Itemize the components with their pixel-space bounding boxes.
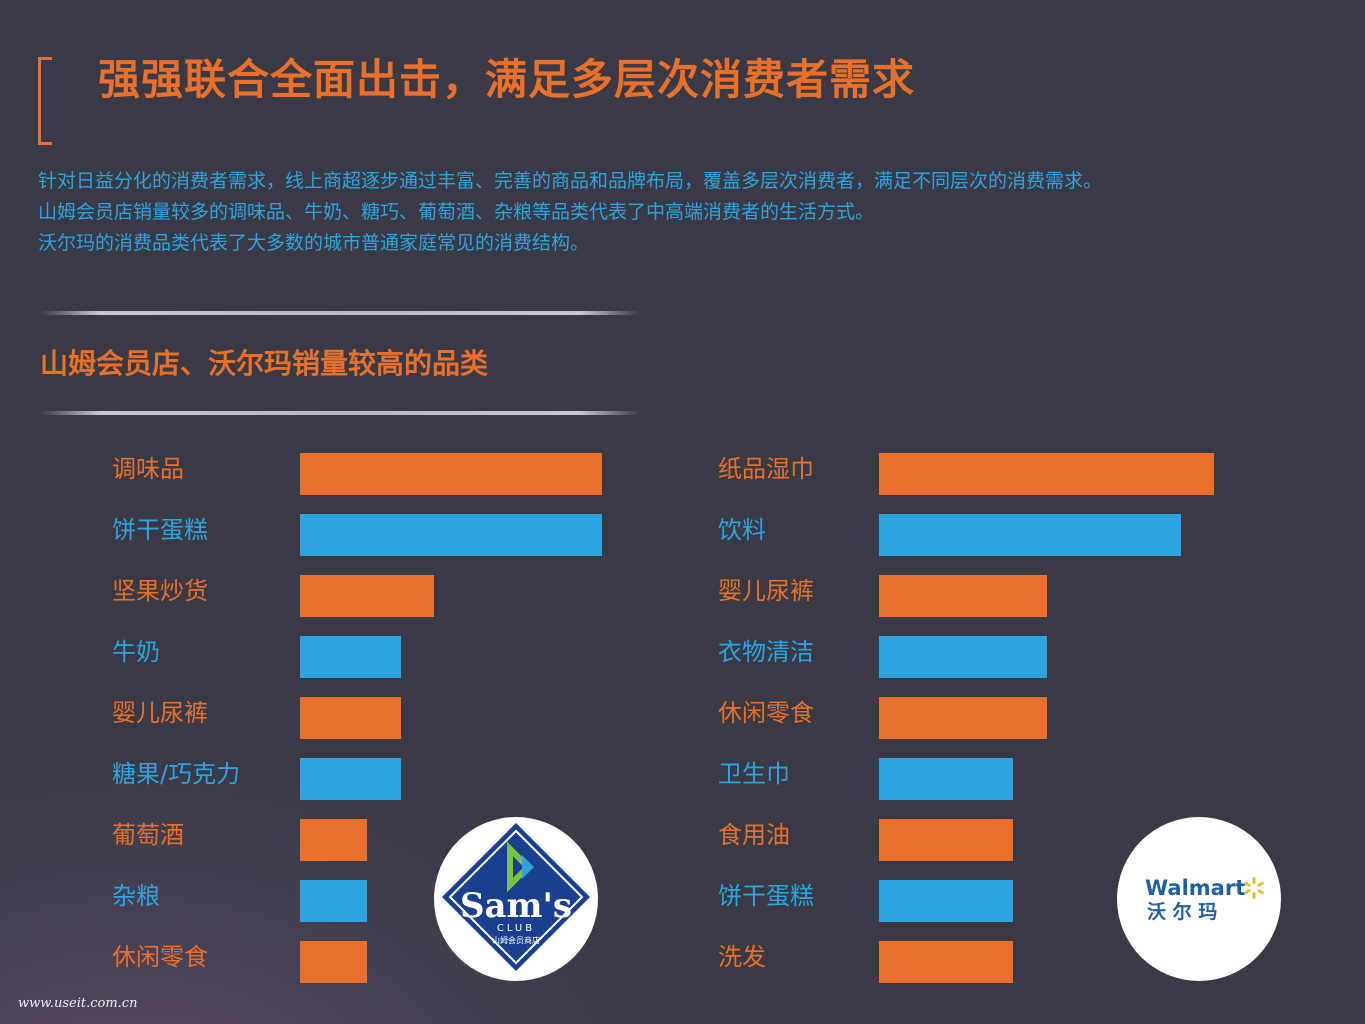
walmart-category-label: 食用油 — [718, 821, 790, 849]
title-bracket — [38, 57, 52, 145]
sams-bar — [300, 514, 602, 556]
sams-category-label: 婴儿尿裤 — [112, 699, 208, 727]
section-divider-bottom — [40, 411, 640, 415]
description-line-3: 沃尔玛的消费品类代表了大多数的城市普通家庭常见的消费结构。 — [38, 232, 590, 254]
sams-bar — [300, 758, 401, 800]
sams-bar — [300, 575, 434, 617]
footer-url: www.useit.com.cn — [18, 996, 138, 1011]
sams-club-sub: CLUB — [497, 923, 535, 934]
walmart-category-label: 衣物清洁 — [718, 638, 814, 666]
walmart-bar — [879, 758, 1013, 800]
sams-category-label: 休闲零食 — [112, 943, 208, 971]
walmart-bar — [879, 880, 1013, 922]
walmart-category-label: 卫生巾 — [718, 760, 790, 788]
walmart-wordmark: Walmart — [1145, 876, 1245, 900]
sams-bar — [300, 453, 602, 495]
walmart-category-label: 饼干蛋糕 — [718, 882, 814, 910]
walmart-bar — [879, 514, 1181, 556]
walmart-category-label: 婴儿尿裤 — [718, 577, 814, 605]
sams-club-cn: 山姆会员商店 — [492, 935, 540, 945]
walmart-logo: Walmart 沃 尔 玛 — [1117, 817, 1281, 981]
walmart-category-label: 饮料 — [718, 516, 766, 544]
sams-club-icon: Sam's CLUB 山姆会员商店 — [442, 823, 590, 971]
walmart-cn: 沃 尔 玛 — [1147, 900, 1217, 923]
sams-bar — [300, 941, 367, 983]
walmart-category-label: 洗发 — [718, 943, 766, 971]
sams-bar — [300, 636, 401, 678]
description-line-1: 针对日益分化的消费者需求，线上商超逐步通过丰富、完善的商品和品牌布局，覆盖多层次… — [38, 170, 1103, 192]
walmart-bar — [879, 941, 1013, 983]
sams-category-label: 调味品 — [112, 455, 184, 483]
sams-club-logo: Sam's CLUB 山姆会员商店 — [434, 817, 598, 981]
walmart-bar — [879, 697, 1047, 739]
sams-category-label: 坚果炒货 — [112, 577, 208, 605]
walmart-bar — [879, 819, 1013, 861]
sams-club-wordmark: Sam's — [460, 886, 572, 926]
sams-bar — [300, 819, 367, 861]
sams-category-label: 葡萄酒 — [112, 821, 184, 849]
sams-bar — [300, 697, 401, 739]
page-title: 强强联合全面出击，满足多层次消费者需求 — [98, 55, 916, 104]
sams-category-label: 牛奶 — [112, 638, 160, 666]
walmart-icon: Walmart 沃 尔 玛 — [1145, 876, 1264, 923]
walmart-spark-icon — [1244, 877, 1264, 899]
sams-bar — [300, 880, 367, 922]
walmart-bar — [879, 636, 1047, 678]
section-title: 山姆会员店、沃尔玛销量较高的品类 — [40, 347, 489, 380]
walmart-category-label: 纸品湿巾 — [718, 455, 814, 483]
sams-category-label: 糖果/巧克力 — [112, 760, 241, 788]
walmart-bar — [879, 453, 1214, 495]
section-divider-top — [40, 311, 640, 315]
walmart-bar — [879, 575, 1047, 617]
sams-category-label: 饼干蛋糕 — [112, 516, 208, 544]
description-line-2: 山姆会员店销量较多的调味品、牛奶、糖巧、葡萄酒、杂粮等品类代表了中高端消费者的生… — [38, 201, 875, 223]
walmart-category-label: 休闲零食 — [718, 699, 814, 727]
description: 针对日益分化的消费者需求，线上商超逐步通过丰富、完善的商品和品牌布局，覆盖多层次… — [38, 166, 1102, 259]
sams-category-label: 杂粮 — [112, 882, 160, 910]
